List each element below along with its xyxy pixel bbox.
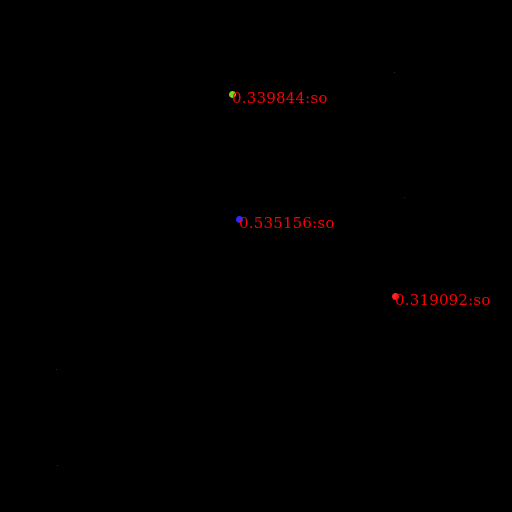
noise-speck — [56, 369, 57, 370]
noise-speck — [57, 465, 58, 466]
detection-score-label: 0.319092:so — [395, 291, 491, 309]
detection-dot — [236, 216, 243, 223]
detection-marker: 0.319092:so — [392, 292, 490, 308]
detection-marker: 0.339844:so — [229, 90, 327, 106]
detection-marker: 0.535156:so — [236, 215, 334, 231]
detection-dot — [229, 91, 236, 98]
detection-dot — [392, 293, 399, 300]
detection-score-label: 0.339844:so — [232, 89, 328, 107]
noise-speck — [404, 197, 405, 198]
noise-speck — [394, 72, 395, 73]
detection-score-label: 0.535156:so — [239, 214, 335, 232]
